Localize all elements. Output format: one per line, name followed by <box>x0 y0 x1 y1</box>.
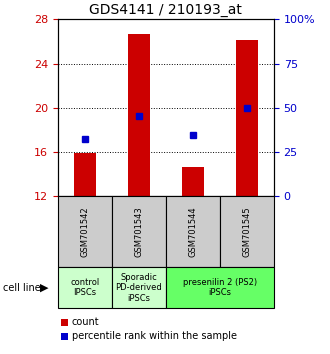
Bar <box>74 153 96 196</box>
Text: ▶: ▶ <box>40 282 49 293</box>
Text: percentile rank within the sample: percentile rank within the sample <box>72 331 237 341</box>
Text: GSM701544: GSM701544 <box>188 206 197 257</box>
Text: Sporadic
PD-derived
iPSCs: Sporadic PD-derived iPSCs <box>115 273 162 303</box>
Bar <box>128 34 149 196</box>
Bar <box>182 167 204 196</box>
Text: cell line: cell line <box>3 282 41 293</box>
Title: GDS4141 / 210193_at: GDS4141 / 210193_at <box>89 3 242 17</box>
Text: GSM701545: GSM701545 <box>242 206 251 257</box>
Text: GSM701542: GSM701542 <box>80 206 89 257</box>
Bar <box>236 40 258 196</box>
Text: count: count <box>72 317 99 327</box>
Text: control
IPSCs: control IPSCs <box>70 278 99 297</box>
Text: GSM701543: GSM701543 <box>134 206 143 257</box>
Text: presenilin 2 (PS2)
iPSCs: presenilin 2 (PS2) iPSCs <box>183 278 257 297</box>
